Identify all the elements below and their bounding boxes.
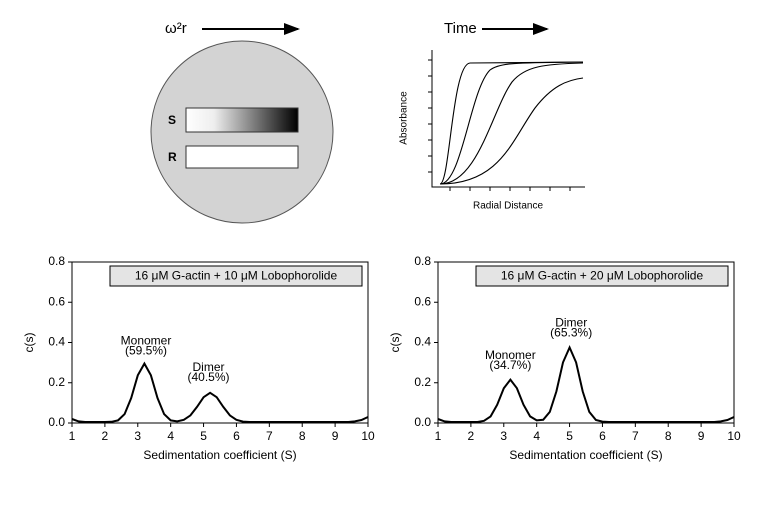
- x-tick-label: 9: [332, 429, 339, 443]
- x-tick-label: 3: [500, 429, 507, 443]
- chart-title: 16 μM G-actin + 10 μM Lobophorolide: [135, 269, 338, 283]
- title-box: [109, 265, 363, 287]
- y-tick-label: 0.8: [48, 254, 65, 268]
- rotor-label: ω²r: [165, 20, 187, 37]
- y-tick-label: 0.8: [414, 254, 431, 268]
- x-tick-label: 5: [200, 429, 207, 443]
- reference-label: R: [168, 150, 177, 164]
- y-tick-label: 0.2: [48, 375, 65, 389]
- x-tick-label: 7: [632, 429, 639, 443]
- sample-label: S: [168, 113, 176, 127]
- x-tick-label: 3: [134, 429, 141, 443]
- y-tick-label: 0.6: [414, 294, 431, 308]
- x-tick-label: 1: [435, 429, 442, 443]
- y-axis-label: c(s): [388, 333, 402, 353]
- chart: 1 2 3 4 5 6 7 8 9 10 0.0 0.2 0.4 0.6 0.8 Sedimentation …: [22, 254, 375, 462]
- chart: 1 2 3 4 5 6 7 8 9 10 0.0 0.2 0.4 0.6 0.8 Sedimentation …: [388, 254, 741, 462]
- x-axis-label: Sedimentation coefficient (S): [509, 448, 662, 462]
- title-box: [475, 265, 729, 287]
- time-label: Time: [444, 20, 477, 37]
- sedimentation-curves: [439, 61, 584, 185]
- x-tick-label: 8: [665, 429, 672, 443]
- y-tick-label: 0.6: [48, 294, 65, 308]
- x-tick-label: 2: [468, 429, 475, 443]
- ticks: [428, 59, 571, 191]
- x-tick-label: 1: [69, 429, 76, 443]
- annotation: Monomer: [121, 334, 172, 348]
- annotation: (34.7%): [489, 358, 531, 372]
- x-tick-label: 6: [233, 429, 240, 443]
- x-tick-label: 4: [533, 429, 540, 443]
- x-tick-label: 8: [299, 429, 306, 443]
- chart-title: 16 μM G-actin + 20 μM Lobophorolide: [501, 269, 704, 283]
- x-tick-label: 2: [102, 429, 109, 443]
- reference-sector: [185, 145, 299, 169]
- x-tick-label: 6: [599, 429, 606, 443]
- y-axis-label: c(s): [22, 333, 36, 353]
- x-axis-label: Radial Distance: [473, 201, 543, 212]
- annotation: (40.5%): [187, 370, 229, 384]
- y-tick-label: 0.4: [414, 335, 431, 349]
- schematic: Time Absorbance Radial Distance: [399, 20, 585, 212]
- x-tick-label: 9: [698, 429, 705, 443]
- cell-diagram: ω²r S R: [150, 20, 334, 224]
- y-tick-label: 0.0: [414, 415, 431, 429]
- annotation: (65.3%): [550, 326, 592, 340]
- x-tick-label: 7: [266, 429, 273, 443]
- x-tick-label: 4: [167, 429, 174, 443]
- x-axis-label: Sedimentation coefficient (S): [143, 448, 296, 462]
- x-tick-label: 5: [566, 429, 573, 443]
- y-tick-label: 0.0: [48, 415, 65, 429]
- sample-sector: [185, 107, 299, 133]
- axes: [431, 50, 585, 188]
- annotation: (59.5%): [125, 344, 167, 358]
- x-tick-label: 10: [361, 429, 375, 443]
- y-tick-label: 0.2: [414, 375, 431, 389]
- x-tick-label: 10: [727, 429, 741, 443]
- data-line: [71, 361, 369, 423]
- annotation: Dimer: [192, 360, 224, 374]
- annotation: Dimer: [555, 316, 587, 330]
- data-line: [437, 345, 735, 423]
- y-tick-label: 0.4: [48, 335, 65, 349]
- annotation: Monomer: [485, 348, 536, 362]
- y-axis-label: Absorbance: [399, 91, 410, 145]
